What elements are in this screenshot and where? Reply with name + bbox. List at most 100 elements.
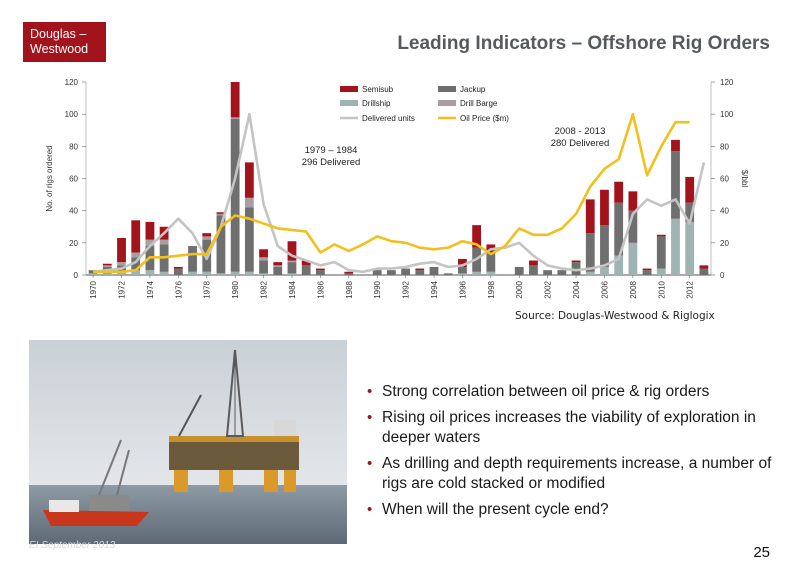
bar-semisub	[571, 260, 581, 263]
legend-swatch	[438, 86, 456, 92]
bar-drillship	[259, 273, 268, 275]
bar-jackup	[529, 265, 538, 275]
bar-jackup	[287, 262, 297, 274]
bar-drill-barge	[117, 262, 126, 266]
y-tick-label-left: 60	[69, 175, 78, 184]
bar-drillship	[188, 271, 197, 275]
legend-label: Semisub	[362, 85, 394, 94]
bar-drillship	[102, 273, 112, 275]
bullet-dot-icon: •	[367, 409, 373, 426]
bar-drill-barge	[202, 236, 212, 240]
page-title: Leading Indicators – Offshore Rig Orders	[397, 33, 770, 54]
x-tick-label: 1970	[89, 280, 98, 298]
x-tick-label: 1994	[430, 280, 439, 298]
legend-label: Jackup	[460, 85, 486, 94]
bar-drill-barge	[159, 239, 169, 245]
bar-drill-barge	[273, 265, 283, 267]
bar-jackup	[230, 118, 240, 272]
bar-jackup	[571, 262, 581, 275]
logo-line-2: Westwood	[30, 42, 89, 56]
bar-jackup	[614, 202, 624, 256]
bar-drillship	[159, 271, 169, 275]
bar-semisub	[244, 162, 254, 198]
bar-semisub	[600, 189, 609, 226]
y-tick-label-right: 20	[720, 239, 729, 248]
y-tick-label-left: 120	[65, 78, 79, 87]
bar-drillship	[585, 271, 595, 275]
line-oil-price-m	[93, 112, 690, 274]
x-tick-label: 2000	[515, 280, 524, 298]
bar-jackup	[259, 260, 268, 274]
legend-label: Oil Price ($m)	[460, 114, 509, 123]
bar-drillship	[145, 270, 155, 275]
legend-label: Delivered units	[362, 114, 415, 123]
bullet-item: • When will the present cycle end?	[367, 500, 777, 520]
x-tick-label: 2010	[657, 280, 666, 298]
bar-semisub	[102, 263, 112, 266]
bar-jackup	[273, 266, 283, 275]
bar-semisub	[585, 199, 595, 234]
bar-drillship	[600, 266, 609, 275]
bar-jackup	[656, 236, 666, 269]
bullet-list: • Strong correlation between oil price & …	[367, 382, 777, 526]
bar-semisub	[173, 266, 183, 269]
y-tick-label-left: 40	[69, 207, 78, 216]
y-axis-label-left: No. of rigs ordered	[45, 145, 54, 211]
bar-drillship	[458, 273, 467, 275]
bar-jackup	[685, 202, 695, 222]
bar-drillship	[671, 218, 680, 275]
bar-drillship	[287, 273, 297, 275]
bar-jackup	[628, 210, 638, 243]
bar-drillship	[472, 271, 482, 275]
footer-text: EI September 2013	[29, 540, 116, 551]
chart-axes: 0 0 20 20 40 40 60 60 80 80 100 100 120 120 No. of rig…	[45, 78, 749, 299]
bullet-item: • As drilling and depth requirements incr…	[367, 454, 777, 494]
bar-drillship	[656, 268, 666, 275]
y-axis-label-right: $/bbl	[740, 170, 749, 188]
chart-annotation: 2008 - 2013	[555, 126, 606, 137]
bar-jackup	[244, 207, 254, 272]
x-tick-label: 1996	[458, 280, 467, 298]
legend-label: Drillship	[362, 99, 391, 108]
chart-annotation: 280 Delivered	[551, 138, 610, 149]
bar-drill-barge	[259, 257, 268, 261]
bar-semisub	[301, 260, 311, 266]
bar-semisub	[145, 221, 155, 240]
bar-drill-barge	[145, 239, 155, 247]
bar-semisub	[230, 82, 240, 118]
x-tick-label: 2008	[629, 280, 638, 298]
legend-swatch	[438, 100, 456, 106]
y-tick-label-right: 100	[720, 110, 734, 119]
bar-semisub	[273, 262, 283, 266]
chart-bars	[88, 82, 709, 275]
x-tick-label: 2002	[544, 280, 553, 298]
line-delivered-units	[92, 112, 706, 274]
bar-semisub	[344, 271, 354, 274]
bar-semisub	[642, 268, 652, 271]
bar-drill-barge	[230, 117, 240, 119]
x-tick-label: 1976	[174, 280, 183, 298]
y-tick-label-right: 40	[720, 207, 729, 216]
bar-drillship	[244, 271, 254, 275]
bar-drillship	[486, 271, 496, 275]
bar-jackup	[188, 246, 197, 272]
bullet-text: When will the present cycle end?	[382, 501, 609, 518]
chart-source: Source: Douglas-Westwood & Riglogix	[515, 310, 715, 322]
x-tick-label: 1988	[345, 280, 354, 298]
bar-semisub	[259, 249, 268, 258]
bullet-text: As drilling and depth requirements incre…	[382, 455, 772, 492]
bullet-item: • Strong correlation between oil price & …	[367, 382, 777, 402]
bar-semisub	[458, 258, 467, 267]
bar-drillship	[685, 221, 695, 275]
bar-jackup	[642, 270, 652, 275]
bar-semisub	[202, 233, 212, 237]
chart-annotation: 1979 – 1984	[305, 145, 358, 156]
bar-drillship	[202, 271, 212, 275]
bar-semisub	[671, 139, 680, 152]
bar-semisub	[117, 238, 126, 263]
bar-jackup	[557, 270, 567, 275]
bar-jackup	[131, 257, 141, 271]
x-tick-label: 1998	[487, 280, 496, 298]
y-tick-label-left: 20	[69, 239, 78, 248]
